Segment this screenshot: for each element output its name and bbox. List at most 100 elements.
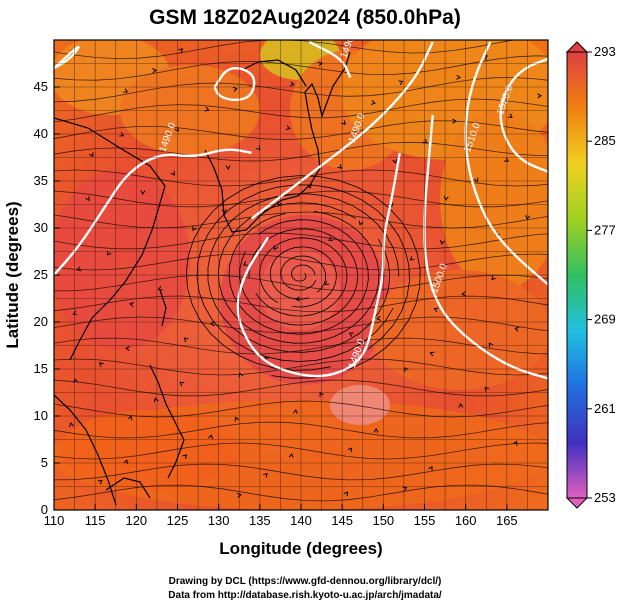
streamline-arrow [347,447,353,453]
streamline [269,246,337,308]
y-tick-label: 25 [34,267,48,282]
streamline-arrow [232,86,238,92]
colorbar: 293 285 277 269 261 253 [565,41,616,509]
streamline [217,202,380,344]
y-tick-label: 5 [41,455,48,470]
streamline-arrow [537,93,542,99]
graticule [54,40,548,510]
colorbar-min-arrow [565,497,589,509]
streamline-arrow [210,321,215,327]
streamline [54,379,548,397]
streamline-arrow [69,422,74,428]
streamline-arrow [370,100,376,105]
contour-closed [54,45,80,70]
x-tick-label: 155 [414,513,436,528]
colorbar-tick-label: 269 [594,312,616,327]
streamline-arrow [341,120,346,126]
streamline-arrow [512,440,518,446]
streamline-arrow [514,326,520,332]
streamline [54,211,548,229]
y-axis-ticks: 0 5 10 15 20 25 30 35 40 45 [34,79,60,517]
streamline-arrow [398,80,404,85]
x-tick-label: 120 [125,513,147,528]
streamline-arrow [452,118,457,124]
streamline [54,463,548,481]
streamline-arrow [484,386,490,392]
streamline-arrow [89,152,94,158]
streamline-arrow [409,256,415,261]
streamline-arrow [140,190,146,195]
map-panel: 1490.01490.01490.01490.01500.01510.01520… [53,39,549,511]
colorbar-bar [566,51,588,499]
streamline-arrow [273,245,279,251]
streamline [54,442,548,460]
streamline-arrow [473,177,479,183]
streamline [54,190,548,208]
streamline [280,255,327,293]
x-axis-ticks: 110 115 120 125 130 135 140 145 150 155 160 165 [44,504,518,528]
y-tick-label: 10 [34,408,48,423]
streamline-arrow [73,378,79,383]
streamline-arrow [392,158,398,164]
streamline-arrow [461,291,467,297]
streamline-arrow [208,434,214,440]
coast-borneo [105,477,151,499]
coast-indochina [54,394,117,506]
streamline-arrow [288,453,294,458]
contour-closed [213,66,256,102]
streamline-arrow [129,302,135,307]
streamline [196,184,410,362]
streamline-arrow [152,68,157,74]
streamline-arrow [76,266,82,272]
streamline [54,55,548,81]
colorbar-ticks: 293 285 277 269 261 253 [587,44,616,505]
streamline-arrow [225,165,231,170]
streamline-arrow [157,285,163,291]
streamline-arrow [429,351,435,357]
streamline [54,484,548,502]
streamline-arrow [192,226,197,231]
contour-line [54,148,252,276]
streamline-arrow [97,479,103,485]
streamline-arrow [456,74,461,80]
streamline [185,175,421,379]
y-tick-label: 30 [34,220,48,235]
streamline [239,228,359,326]
streamline-arrow [127,415,133,421]
y-tick-label: 40 [34,126,48,141]
streamline-arrow [236,492,242,498]
wind-streamlines [54,40,548,502]
streamline-arrow [328,236,334,241]
streamline-arrow [285,125,291,131]
colorbar-tick-label: 253 [594,490,616,505]
streamline [54,274,548,292]
streamline-arrow [263,472,268,478]
streamline [54,40,516,60]
streamline-arrow [343,491,348,497]
streamline-arrow [183,337,189,343]
y-tick-label: 35 [34,173,48,188]
streamline-arrow [507,113,513,118]
streamline [54,358,548,376]
streamline-arrow [433,307,439,313]
colorbar-tick-label: 261 [594,401,616,416]
streamline-arrow [488,342,494,348]
streamline-arrow [119,132,125,137]
streamline-arrow [85,196,90,202]
coast-taiwan-luzon [149,289,185,479]
x-tick-label: 150 [372,513,394,528]
streamline-arrow [289,81,295,87]
credit-data: Data from http://database.rish.kyoto-u.a… [168,590,442,601]
colorbar-tick-label: 293 [594,44,616,59]
streamline-arrow [348,332,354,337]
x-tick-label: 165 [496,513,518,528]
x-tick-label: 130 [208,513,230,528]
x-tick-label: 140 [290,513,312,528]
streamline-arrow [324,280,330,286]
y-tick-label: 20 [34,314,48,329]
streamline-arrow [125,346,130,352]
colorbar-tick-label: 277 [594,222,616,237]
streamline-arrow [179,381,185,387]
plot-title: GSM 18Z02Aug2024 (850.0hPa) [149,6,461,29]
